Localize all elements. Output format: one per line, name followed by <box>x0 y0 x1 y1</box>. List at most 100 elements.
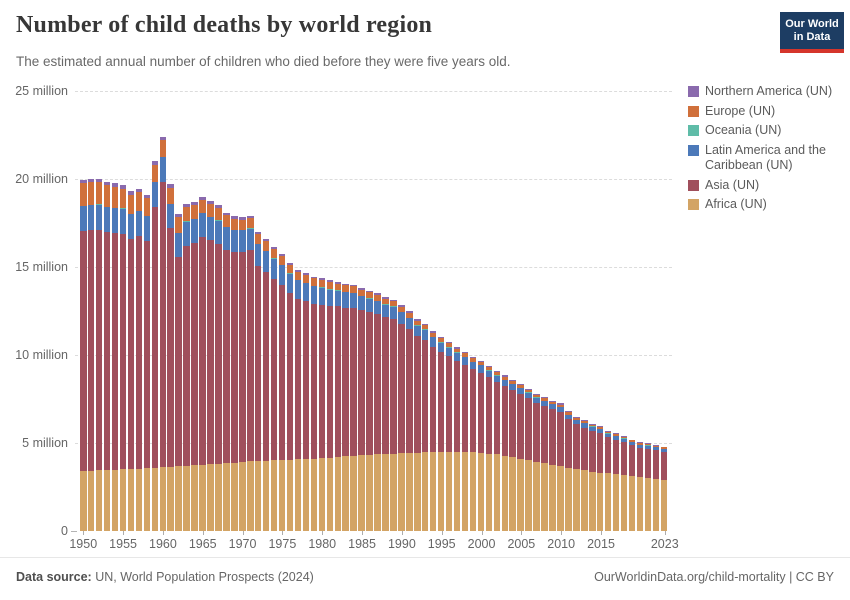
bar-segment <box>493 375 501 383</box>
bar-segment <box>103 206 111 208</box>
bar-2009[interactable] <box>549 91 556 531</box>
bar-1952[interactable] <box>95 91 103 531</box>
bar-1966[interactable] <box>207 91 214 531</box>
bar-2012[interactable] <box>573 91 580 531</box>
bar-1971[interactable] <box>247 91 254 531</box>
bar-1976[interactable] <box>286 91 294 531</box>
legend-item[interactable]: Asia (UN) <box>688 178 846 194</box>
legend-item[interactable]: Africa (UN) <box>688 197 846 213</box>
bar-2015[interactable] <box>596 91 604 531</box>
bar-1967[interactable] <box>215 91 222 531</box>
bar-segment <box>286 273 294 293</box>
bar-2001[interactable] <box>485 91 493 531</box>
bar-segment <box>517 384 524 386</box>
bar-1951[interactable] <box>87 91 95 531</box>
bar-1991[interactable] <box>406 91 413 531</box>
bar-1974[interactable] <box>270 91 278 531</box>
grid-line <box>75 443 672 444</box>
owid-logo-line1: Our World <box>785 18 839 30</box>
bar-1965[interactable] <box>199 91 206 531</box>
bar-1979[interactable] <box>310 91 318 531</box>
legend-item[interactable]: Oceania (UN) <box>688 123 846 139</box>
bar-2003[interactable] <box>501 91 509 531</box>
bar-segment <box>573 420 580 425</box>
bar-2007[interactable] <box>533 91 540 531</box>
bar-2014[interactable] <box>589 91 596 531</box>
bar-1958[interactable] <box>143 91 151 531</box>
bar-2011[interactable] <box>565 91 572 531</box>
bar-1953[interactable] <box>103 91 111 531</box>
bar-2017[interactable] <box>612 91 620 531</box>
bar-2002[interactable] <box>493 91 501 531</box>
bar-1996[interactable] <box>445 91 453 531</box>
bar-1989[interactable] <box>390 91 397 531</box>
bar-1993[interactable] <box>421 91 429 531</box>
bar-1997[interactable] <box>453 91 461 531</box>
bar-1961[interactable] <box>167 91 174 531</box>
legend-chip <box>688 179 699 191</box>
bar-1963[interactable] <box>183 91 190 531</box>
bar-1984[interactable] <box>350 91 357 531</box>
bar-2022[interactable] <box>652 91 660 531</box>
bar-1986[interactable] <box>366 91 373 531</box>
bar-1962[interactable] <box>175 91 182 531</box>
bar-2006[interactable] <box>525 91 532 531</box>
bar-segment <box>589 423 596 425</box>
bar-1992[interactable] <box>414 91 421 531</box>
legend-item[interactable]: Europe (UN) <box>688 104 846 120</box>
bar-segment <box>398 312 405 324</box>
bar-2010[interactable] <box>557 91 564 531</box>
bar-segment <box>278 284 286 460</box>
bar-segment <box>135 188 143 193</box>
bar-1950[interactable] <box>80 91 87 531</box>
bar-1975[interactable] <box>278 91 286 531</box>
bar-segment <box>390 299 397 302</box>
footer-link[interactable]: OurWorldinData.org/child-mortality | CC … <box>594 570 834 584</box>
bar-1995[interactable] <box>437 91 445 531</box>
data-source-label: Data source: <box>16 570 92 584</box>
bar-2021[interactable] <box>644 91 652 531</box>
bar-2023[interactable] <box>660 91 668 531</box>
bar-1956[interactable] <box>127 91 135 531</box>
bar-1987[interactable] <box>374 91 381 531</box>
bar-1970[interactable] <box>239 91 246 531</box>
bar-segment <box>477 365 485 373</box>
bar-2013[interactable] <box>581 91 588 531</box>
bar-2000[interactable] <box>477 91 485 531</box>
bar-2018[interactable] <box>620 91 628 531</box>
bar-segment <box>652 450 660 479</box>
bar-1980[interactable] <box>318 91 326 531</box>
bar-1954[interactable] <box>111 91 119 531</box>
bar-segment <box>310 285 318 287</box>
bar-1957[interactable] <box>135 91 143 531</box>
bar-1983[interactable] <box>342 91 349 531</box>
bar-2020[interactable] <box>636 91 644 531</box>
bar-1968[interactable] <box>223 91 230 531</box>
bar-1999[interactable] <box>469 91 477 531</box>
bar-1955[interactable] <box>119 91 127 531</box>
legend-item[interactable]: Latin America and the Caribbean (UN) <box>688 143 846 174</box>
bar-2016[interactable] <box>604 91 612 531</box>
bar-1972[interactable] <box>254 91 262 531</box>
bar-1969[interactable] <box>231 91 238 531</box>
bar-1981[interactable] <box>326 91 334 531</box>
bar-1994[interactable] <box>429 91 437 531</box>
bar-1988[interactable] <box>382 91 389 531</box>
bar-2005[interactable] <box>517 91 524 531</box>
bar-1982[interactable] <box>334 91 341 531</box>
bar-segment <box>501 455 509 531</box>
bar-1998[interactable] <box>461 91 469 531</box>
bar-1977[interactable] <box>294 91 302 531</box>
bar-2004[interactable] <box>509 91 516 531</box>
bar-1985[interactable] <box>358 91 365 531</box>
bar-1960[interactable] <box>159 91 167 531</box>
legend-item[interactable]: Northern America (UN) <box>688 84 846 100</box>
bar-1973[interactable] <box>262 91 270 531</box>
bar-1978[interactable] <box>302 91 310 531</box>
bar-1959[interactable] <box>151 91 159 531</box>
bar-1990[interactable] <box>398 91 405 531</box>
bar-2019[interactable] <box>628 91 636 531</box>
bar-1964[interactable] <box>191 91 198 531</box>
bar-2008[interactable] <box>541 91 548 531</box>
